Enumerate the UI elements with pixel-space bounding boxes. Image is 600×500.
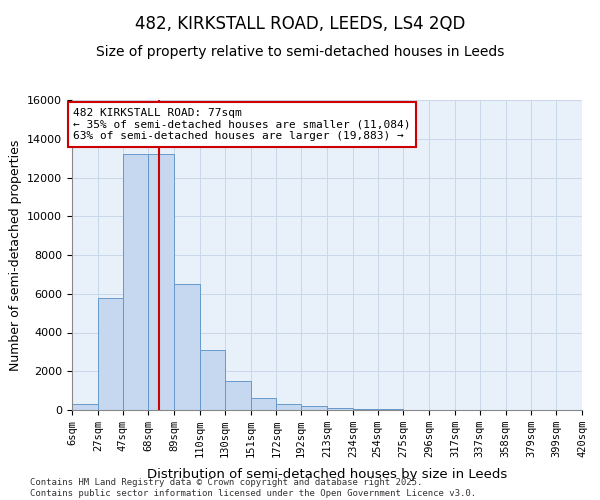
Bar: [72, 404, 98, 410]
Y-axis label: Number of semi-detached properties: Number of semi-detached properties: [8, 140, 22, 370]
X-axis label: Distribution of semi-detached houses by size in Leeds: Distribution of semi-detached houses by …: [147, 468, 507, 481]
Bar: [200, 350, 225, 410]
Bar: [353, 409, 377, 410]
Bar: [327, 408, 353, 410]
Text: 482, KIRKSTALL ROAD, LEEDS, LS4 2QD: 482, KIRKSTALL ROAD, LEEDS, LS4 2QD: [135, 15, 465, 33]
Bar: [277, 404, 301, 410]
Text: Size of property relative to semi-detached houses in Leeds: Size of property relative to semi-detach…: [96, 45, 504, 59]
Bar: [98, 298, 122, 410]
Bar: [301, 406, 327, 410]
Bar: [174, 284, 200, 410]
Bar: [225, 381, 251, 410]
Text: Contains HM Land Registry data © Crown copyright and database right 2025.
Contai: Contains HM Land Registry data © Crown c…: [30, 478, 476, 498]
Bar: [251, 398, 277, 410]
Bar: [148, 154, 174, 410]
Text: 482 KIRKSTALL ROAD: 77sqm
← 35% of semi-detached houses are smaller (11,084)
63%: 482 KIRKSTALL ROAD: 77sqm ← 35% of semi-…: [73, 108, 411, 141]
Bar: [122, 154, 148, 410]
